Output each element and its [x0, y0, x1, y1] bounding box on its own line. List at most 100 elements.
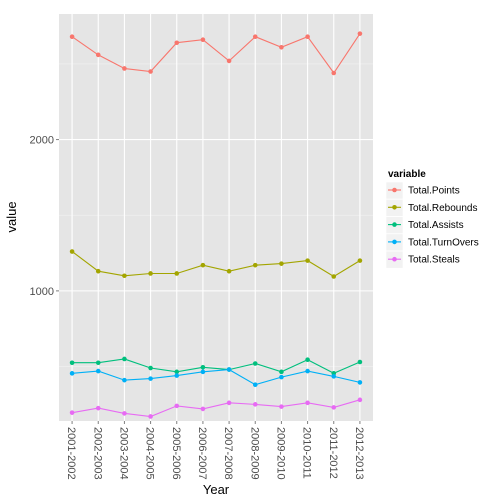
x-tick-label: 2007-2008 — [222, 427, 234, 480]
data-point — [69, 371, 75, 376]
data-point — [174, 403, 180, 409]
legend-key-point — [392, 187, 397, 193]
data-point — [305, 368, 310, 374]
data-point — [148, 414, 153, 419]
data-point — [69, 34, 75, 39]
data-point — [200, 369, 206, 375]
data-point — [252, 262, 258, 268]
x-tick-label: 2002-2003 — [91, 427, 103, 480]
data-point — [174, 373, 180, 378]
series-total-rebounds — [69, 249, 363, 279]
y-tick-label: 1000 — [30, 286, 54, 298]
data-point — [200, 406, 206, 412]
data-point — [357, 258, 363, 263]
legend-label: Total.TurnOvers — [408, 237, 479, 248]
data-point — [148, 376, 153, 381]
data-point — [122, 66, 127, 71]
data-point — [305, 34, 310, 39]
legend-item-total-turnovers: Total.TurnOvers — [385, 233, 479, 252]
series-layer — [69, 31, 363, 419]
data-point — [200, 37, 206, 43]
data-point — [252, 34, 258, 39]
series-line-total-steals — [72, 399, 361, 418]
data-point — [357, 31, 363, 36]
x-axis-title: Year — [203, 482, 230, 497]
series-line-total-turnovers — [72, 369, 361, 386]
data-point — [95, 268, 101, 274]
data-point — [148, 271, 153, 276]
legend-key-point — [392, 239, 397, 245]
data-point — [305, 400, 310, 406]
data-point — [226, 367, 232, 372]
data-point — [174, 271, 180, 276]
x-tick-label: 2005-2006 — [170, 427, 182, 480]
series-total-steals — [69, 397, 363, 419]
data-point — [200, 364, 206, 370]
series-line-total-points — [71, 33, 361, 74]
legend-label: Total.Points — [408, 186, 460, 197]
data-point — [148, 365, 153, 371]
data-point — [174, 369, 180, 375]
x-tick-label: 2012-2013 — [353, 427, 365, 480]
legend-item-total-steals: Total.Steals — [385, 250, 460, 269]
data-point — [305, 258, 310, 263]
data-point — [279, 44, 284, 50]
data-point — [357, 380, 363, 385]
y-tick-label: 2000 — [30, 135, 54, 147]
data-point — [69, 249, 75, 254]
x-tick-label: 2008-2009 — [248, 427, 260, 480]
x-tick-label: 2009-2010 — [274, 427, 286, 480]
grid-lines — [59, 14, 373, 421]
data-point — [95, 360, 101, 366]
data-point — [200, 262, 206, 268]
x-tick-label: 2010-2011 — [301, 427, 313, 479]
data-point — [122, 356, 127, 362]
data-point — [69, 410, 75, 415]
x-tick-label: 2001-2002 — [65, 427, 77, 480]
data-point — [331, 70, 337, 76]
series-total-turnovers — [69, 367, 363, 387]
legend-key-point — [392, 222, 397, 227]
legend-item-total-assists: Total.Assists — [385, 216, 464, 234]
data-point — [95, 368, 101, 374]
data-point — [69, 360, 75, 366]
data-point — [95, 405, 101, 411]
data-point — [95, 52, 101, 58]
data-point — [305, 357, 310, 363]
legend-title: variable — [388, 169, 426, 180]
data-point — [279, 374, 284, 380]
data-point — [252, 402, 258, 407]
data-point — [122, 377, 127, 383]
x-tick-label: 2003-2004 — [117, 427, 129, 480]
data-point — [122, 411, 127, 416]
legend-label: Total.Rebounds — [408, 203, 478, 214]
data-point — [174, 40, 180, 46]
data-point — [226, 400, 232, 406]
legend-item-total-rebounds: Total.Rebounds — [385, 199, 478, 217]
data-point — [252, 382, 258, 387]
plot-panel — [59, 14, 373, 421]
data-point — [226, 268, 232, 274]
data-point — [331, 405, 337, 410]
series-total-points — [69, 31, 363, 76]
data-point — [226, 58, 232, 64]
data-point — [279, 404, 284, 409]
legend-key-point — [392, 205, 397, 210]
y-axis-title: value — [4, 201, 19, 232]
data-point — [331, 374, 337, 379]
legend-label: Total.Assists — [408, 220, 464, 231]
data-point — [279, 369, 284, 375]
data-point — [357, 397, 363, 403]
tick-labels: 1000 2000 2001-2002 2002-2003 2003-2004 2004-… — [30, 135, 365, 480]
legend-items: Total.Points Total.Rebounds Total.Assists T… — [385, 181, 479, 269]
data-point — [279, 261, 284, 266]
series-line-total-rebounds — [71, 251, 361, 278]
legend-key-point — [392, 256, 397, 262]
data-point — [252, 361, 258, 366]
data-point — [331, 274, 337, 279]
legend-label: Total.Steals — [408, 255, 460, 266]
x-tick-label: 2004-2005 — [144, 427, 156, 480]
series-line-total-assists — [72, 358, 361, 374]
data-point — [148, 69, 153, 74]
